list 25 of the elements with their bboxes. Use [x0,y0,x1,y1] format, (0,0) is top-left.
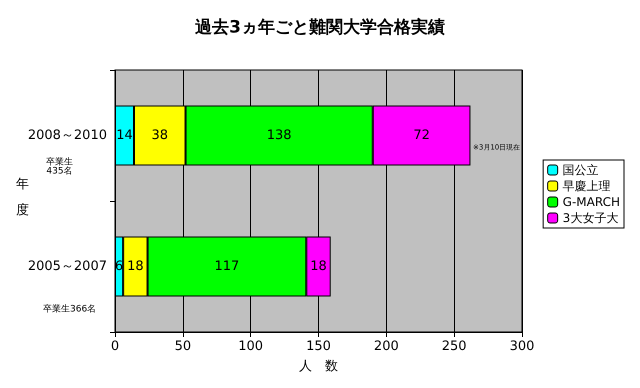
text: 卒業生 435名 [46,156,73,176]
x-tick-label: 150 [306,339,331,354]
data-label: 14 [116,128,133,143]
legend-label: 早慶上理 [562,179,611,193]
x-tick-label: 250 [442,339,467,354]
x-tick-label: 100 [238,339,264,354]
x-tick-label: 50 [174,339,192,354]
y-axis-title: 年度 [16,177,29,218]
x-axis-title: 人 数 [299,359,338,374]
x-tick-label: 200 [374,339,399,354]
legend-label: G-MARCH [562,195,620,209]
y-tick-label: 2008～2010 [28,128,107,143]
legend-label: 3大女子大 [562,211,618,225]
y-tick-label: 2005～2007 [28,259,107,274]
legend-label: 国公立 [562,163,599,177]
data-label: 18 [127,259,144,274]
data-label: 38 [151,128,168,143]
data-label: 18 [310,259,327,274]
x-tick-label: 0 [110,339,120,354]
data-label: 138 [266,128,292,143]
data-label: 72 [413,128,430,143]
text: 卒業生366名 [43,304,96,314]
data-label: 117 [214,259,240,274]
chart-title: 過去3ヵ年ごと難関大学合格実績 [194,18,445,38]
x-tick-label: 300 [510,339,534,354]
